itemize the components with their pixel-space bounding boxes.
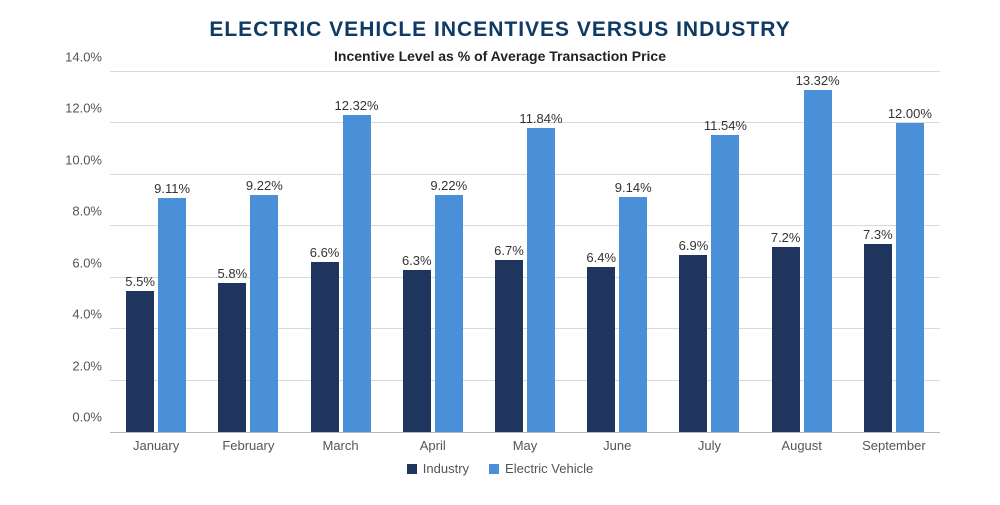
bar-value-label: 6.4% bbox=[586, 250, 616, 267]
main-title: ELECTRIC VEHICLE INCENTIVES VERSUS INDUS… bbox=[0, 18, 1000, 42]
bar-value-label: 6.9% bbox=[679, 238, 709, 255]
bar-industry: 6.3% bbox=[403, 270, 431, 432]
bar-value-label: 9.22% bbox=[430, 178, 467, 195]
y-axis-label: 4.0% bbox=[50, 307, 102, 322]
y-axis-label: 14.0% bbox=[50, 50, 102, 65]
bar-industry: 7.3% bbox=[864, 244, 892, 432]
bar-industry: 6.7% bbox=[495, 260, 523, 432]
legend-item: Electric Vehicle bbox=[489, 461, 593, 476]
legend-label: Electric Vehicle bbox=[505, 461, 593, 476]
bar-industry: 5.8% bbox=[218, 283, 246, 432]
bar-electric-vehicle: 11.54% bbox=[711, 135, 739, 432]
bar-value-label: 7.3% bbox=[863, 227, 893, 244]
bar-electric-vehicle: 13.32% bbox=[804, 90, 832, 433]
bar-electric-vehicle: 9.11% bbox=[158, 198, 186, 432]
y-axis-label: 12.0% bbox=[50, 101, 102, 116]
x-axis-label: April bbox=[420, 432, 446, 453]
x-axis-label: June bbox=[603, 432, 631, 453]
x-axis-label: February bbox=[222, 432, 274, 453]
y-axis-label: 6.0% bbox=[50, 255, 102, 270]
bar-value-label: 11.54% bbox=[704, 118, 747, 135]
bar-electric-vehicle: 12.00% bbox=[896, 123, 924, 432]
bar-value-label: 9.14% bbox=[615, 180, 652, 197]
legend-label: Industry bbox=[423, 461, 469, 476]
bar-electric-vehicle: 11.84% bbox=[527, 128, 555, 432]
chart: 0.0%2.0%4.0%6.0%8.0%10.0%12.0%14.0%5.5%9… bbox=[40, 72, 960, 433]
bar-industry: 6.6% bbox=[311, 262, 339, 432]
bar-electric-vehicle: 12.32% bbox=[343, 115, 371, 432]
legend-swatch bbox=[407, 464, 417, 474]
bar-electric-vehicle: 9.22% bbox=[435, 195, 463, 432]
subtitle: Incentive Level as % of Average Transact… bbox=[0, 48, 1000, 64]
x-axis-label: August bbox=[781, 432, 821, 453]
y-axis-label: 0.0% bbox=[50, 410, 102, 425]
x-axis-label: May bbox=[513, 432, 538, 453]
y-axis-label: 10.0% bbox=[50, 152, 102, 167]
plot-area: 0.0%2.0%4.0%6.0%8.0%10.0%12.0%14.0%5.5%9… bbox=[110, 72, 940, 433]
bar-value-label: 6.6% bbox=[310, 245, 340, 262]
bar-electric-vehicle: 9.22% bbox=[250, 195, 278, 432]
bar-value-label: 7.2% bbox=[771, 230, 801, 247]
bar-value-label: 13.32% bbox=[796, 73, 840, 90]
bar-value-label: 12.32% bbox=[335, 98, 379, 115]
bar-industry: 7.2% bbox=[772, 247, 800, 432]
y-axis-label: 2.0% bbox=[50, 358, 102, 373]
y-axis-label: 8.0% bbox=[50, 204, 102, 219]
x-axis-label: July bbox=[698, 432, 721, 453]
legend-swatch bbox=[489, 464, 499, 474]
bar-value-label: 9.11% bbox=[154, 181, 190, 198]
x-axis-label: March bbox=[322, 432, 358, 453]
x-axis-label: January bbox=[133, 432, 179, 453]
bar-electric-vehicle: 9.14% bbox=[619, 197, 647, 432]
bar-value-label: 11.84% bbox=[519, 111, 562, 128]
bar-value-label: 6.7% bbox=[494, 243, 524, 260]
legend-item: Industry bbox=[407, 461, 469, 476]
x-axis-label: September bbox=[862, 432, 926, 453]
bar-value-label: 5.5% bbox=[125, 274, 155, 291]
bar-value-label: 5.8% bbox=[218, 266, 248, 283]
bar-value-label: 9.22% bbox=[246, 178, 283, 195]
bar-industry: 5.5% bbox=[126, 291, 154, 432]
bar-value-label: 12.00% bbox=[888, 106, 932, 123]
bar-value-label: 6.3% bbox=[402, 253, 432, 270]
bar-industry: 6.4% bbox=[587, 267, 615, 432]
bar-industry: 6.9% bbox=[679, 255, 707, 432]
legend: Industry Electric Vehicle bbox=[0, 461, 1000, 477]
